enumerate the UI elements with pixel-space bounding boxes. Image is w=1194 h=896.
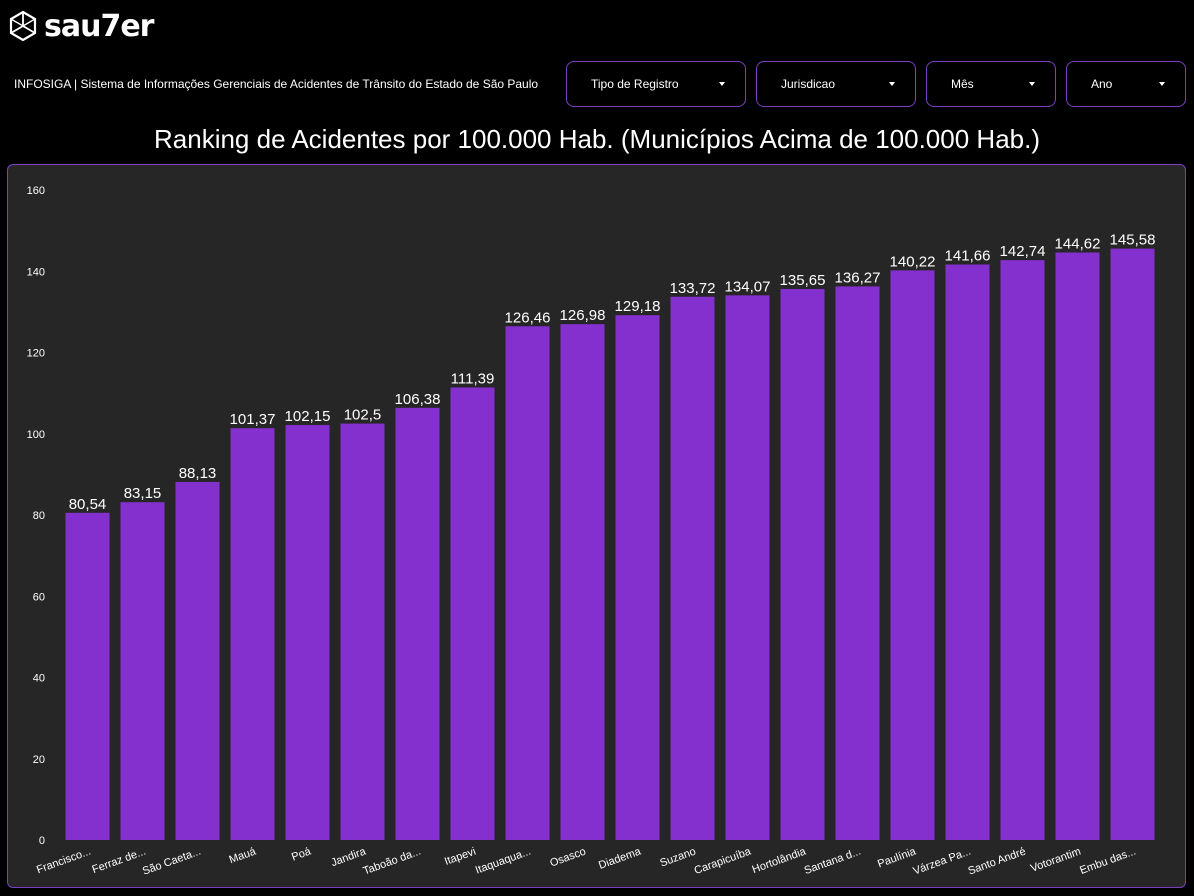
data-label: 134,07: [725, 278, 771, 295]
bar[interactable]: [175, 481, 220, 840]
bar[interactable]: [505, 326, 550, 841]
data-label: 126,98: [560, 307, 606, 324]
x-tick-label: Taboão da...: [362, 846, 423, 878]
data-label: 133,72: [670, 280, 716, 297]
bar[interactable]: [230, 428, 275, 840]
filter-label: Tipo de Registro: [591, 77, 679, 91]
bar[interactable]: [615, 315, 660, 840]
x-tick-label: Ferraz de...: [91, 846, 148, 877]
filter-label: Ano: [1091, 77, 1113, 91]
data-label: 111,39: [451, 370, 495, 387]
bar[interactable]: [1055, 252, 1100, 840]
chevron-down-icon: [719, 82, 725, 86]
logo-text: sau7er: [44, 8, 154, 44]
logo: sau7er: [8, 8, 154, 44]
x-tick-label: Votorantim: [1029, 846, 1083, 875]
y-tick-label: 20: [33, 754, 45, 766]
y-tick-label: 40: [33, 673, 45, 685]
x-tick-label: Várzea Pa...: [912, 846, 973, 878]
logo-hexagon-icon: [9, 10, 37, 42]
x-tick-label: Osasco: [548, 846, 587, 870]
bar[interactable]: [1000, 260, 1045, 840]
y-tick-label: 80: [33, 510, 45, 522]
bar[interactable]: [120, 502, 165, 840]
data-label: 83,15: [124, 485, 162, 502]
data-label: 88,13: [179, 465, 217, 482]
data-label: 144,62: [1055, 235, 1101, 252]
bar[interactable]: [560, 324, 605, 840]
data-label: 126,46: [505, 309, 551, 326]
data-label: 135,65: [780, 272, 826, 289]
x-tick-label: Santo André: [967, 846, 1028, 878]
bar[interactable]: [945, 264, 990, 841]
y-tick-label: 120: [27, 348, 45, 360]
x-tick-label: Suzano: [658, 846, 697, 870]
data-label: 102,5: [344, 407, 382, 424]
y-tick-label: 60: [33, 591, 45, 603]
x-tick-label: Mauá: [228, 845, 259, 866]
x-tick-label: Itaquaqua...: [474, 846, 533, 877]
filter-tipo-de-registro[interactable]: Tipo de Registro: [566, 61, 746, 107]
chart-panel: 0 20 40 60 80 100 120 140 160 80,54 Francisco... 83…: [7, 164, 1186, 888]
bar[interactable]: [835, 286, 880, 840]
chevron-down-icon: [889, 82, 895, 86]
filter-label: Mês: [951, 77, 974, 91]
x-tick-label: Diadema: [597, 845, 643, 872]
x-tick-label: Itapevi: [443, 846, 478, 868]
chart-title: Ranking de Acidentes por 100.000 Hab. (M…: [154, 124, 1040, 154]
data-label: 140,22: [890, 253, 936, 270]
x-tick-label: Embu das...: [1078, 846, 1137, 877]
y-tick-label: 140: [27, 266, 45, 278]
bar[interactable]: [65, 512, 110, 840]
bar[interactable]: [780, 288, 825, 840]
y-tick-label: 0: [39, 835, 45, 847]
bar[interactable]: [725, 295, 770, 840]
bar[interactable]: [1110, 248, 1155, 841]
filter-ano[interactable]: Ano: [1066, 61, 1186, 107]
filter-mes[interactable]: Mês: [926, 61, 1056, 107]
bar[interactable]: [890, 270, 935, 840]
data-label: 145,58: [1110, 232, 1156, 249]
bar[interactable]: [395, 407, 440, 840]
data-label: 102,15: [285, 408, 331, 425]
x-tick-label: São Caeta...: [141, 846, 203, 878]
bar[interactable]: [670, 296, 715, 840]
bar[interactable]: [285, 425, 330, 840]
data-label: 129,18: [615, 298, 661, 315]
filter-jurisdicao[interactable]: Jurisdicao: [756, 61, 916, 107]
bar[interactable]: [340, 423, 385, 840]
y-tick-label: 160: [27, 185, 45, 197]
data-label: 101,37: [230, 411, 276, 428]
bar-chart: 0 20 40 60 80 100 120 140 160 80,54 Francisco... 83…: [27, 185, 1156, 878]
x-tick-label: Francisco...: [35, 846, 93, 877]
x-tick-label: Santana d...: [803, 846, 863, 878]
data-label: 80,54: [69, 496, 107, 513]
x-tick-label: Carapicuíba: [693, 845, 754, 877]
chevron-down-icon: [1029, 82, 1035, 86]
data-label: 142,74: [1000, 243, 1046, 260]
data-label: 106,38: [395, 391, 441, 408]
page-subtitle: INFOSIGA | Sistema de Informações Gerenc…: [14, 77, 539, 91]
x-tick-label: Hortolândia: [751, 845, 809, 876]
bar[interactable]: [450, 387, 495, 840]
data-label: 141,66: [945, 248, 991, 265]
filter-label: Jurisdicao: [781, 77, 836, 91]
chevron-down-icon: [1159, 82, 1165, 86]
x-tick-label: Poá: [290, 845, 313, 863]
data-label: 136,27: [835, 269, 881, 286]
y-tick-label: 100: [27, 429, 45, 441]
